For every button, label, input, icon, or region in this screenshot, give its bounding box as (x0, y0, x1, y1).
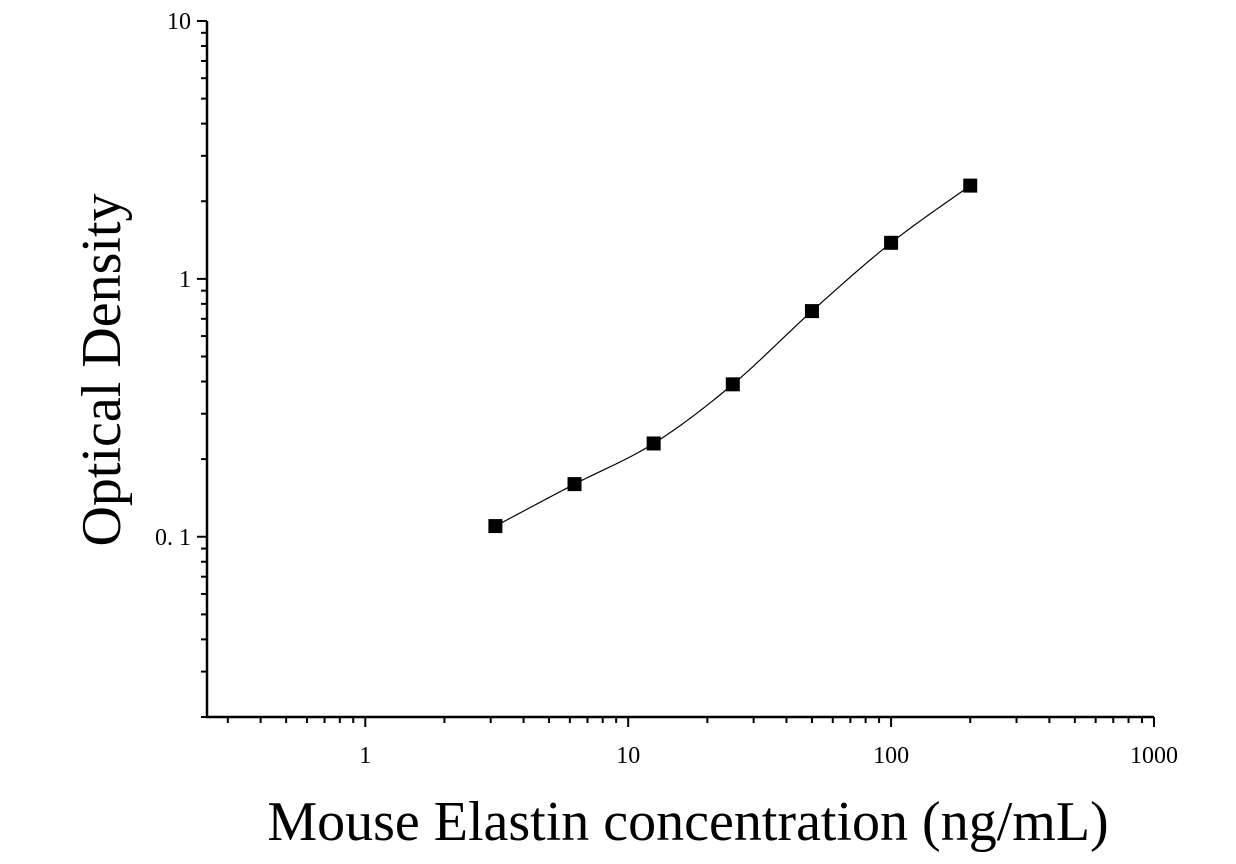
data-point-marker (488, 519, 503, 534)
data-point-marker (646, 436, 661, 451)
data-point-marker (963, 178, 978, 193)
x-tick-label: 1000 (1130, 743, 1178, 769)
x-tick-label: 1 (359, 743, 371, 769)
y-tick-label: 1 (179, 267, 191, 293)
y-tick-label: 0. 1 (155, 525, 191, 551)
y-axis-ticks: 0. 1 1 10 (155, 9, 207, 718)
data-point-marker (725, 377, 740, 392)
fit-curve (495, 185, 971, 527)
y-tick-label: 10 (167, 9, 191, 35)
x-axis-ticks: 1 10 100 1000 (226, 717, 1178, 769)
axes (205, 21, 1154, 719)
x-axis-title: Mouse Elastin concentration (ng/mL) (267, 791, 1108, 853)
fit-curve-group (495, 185, 971, 527)
data-point-marker (804, 304, 819, 319)
x-tick-label: 100 (873, 743, 909, 769)
data-point-marker (567, 477, 582, 492)
data-points (488, 178, 978, 534)
data-point-marker (884, 235, 899, 250)
y-axis-title: Optical Density (71, 193, 133, 546)
x-tick-label: 10 (616, 743, 640, 769)
